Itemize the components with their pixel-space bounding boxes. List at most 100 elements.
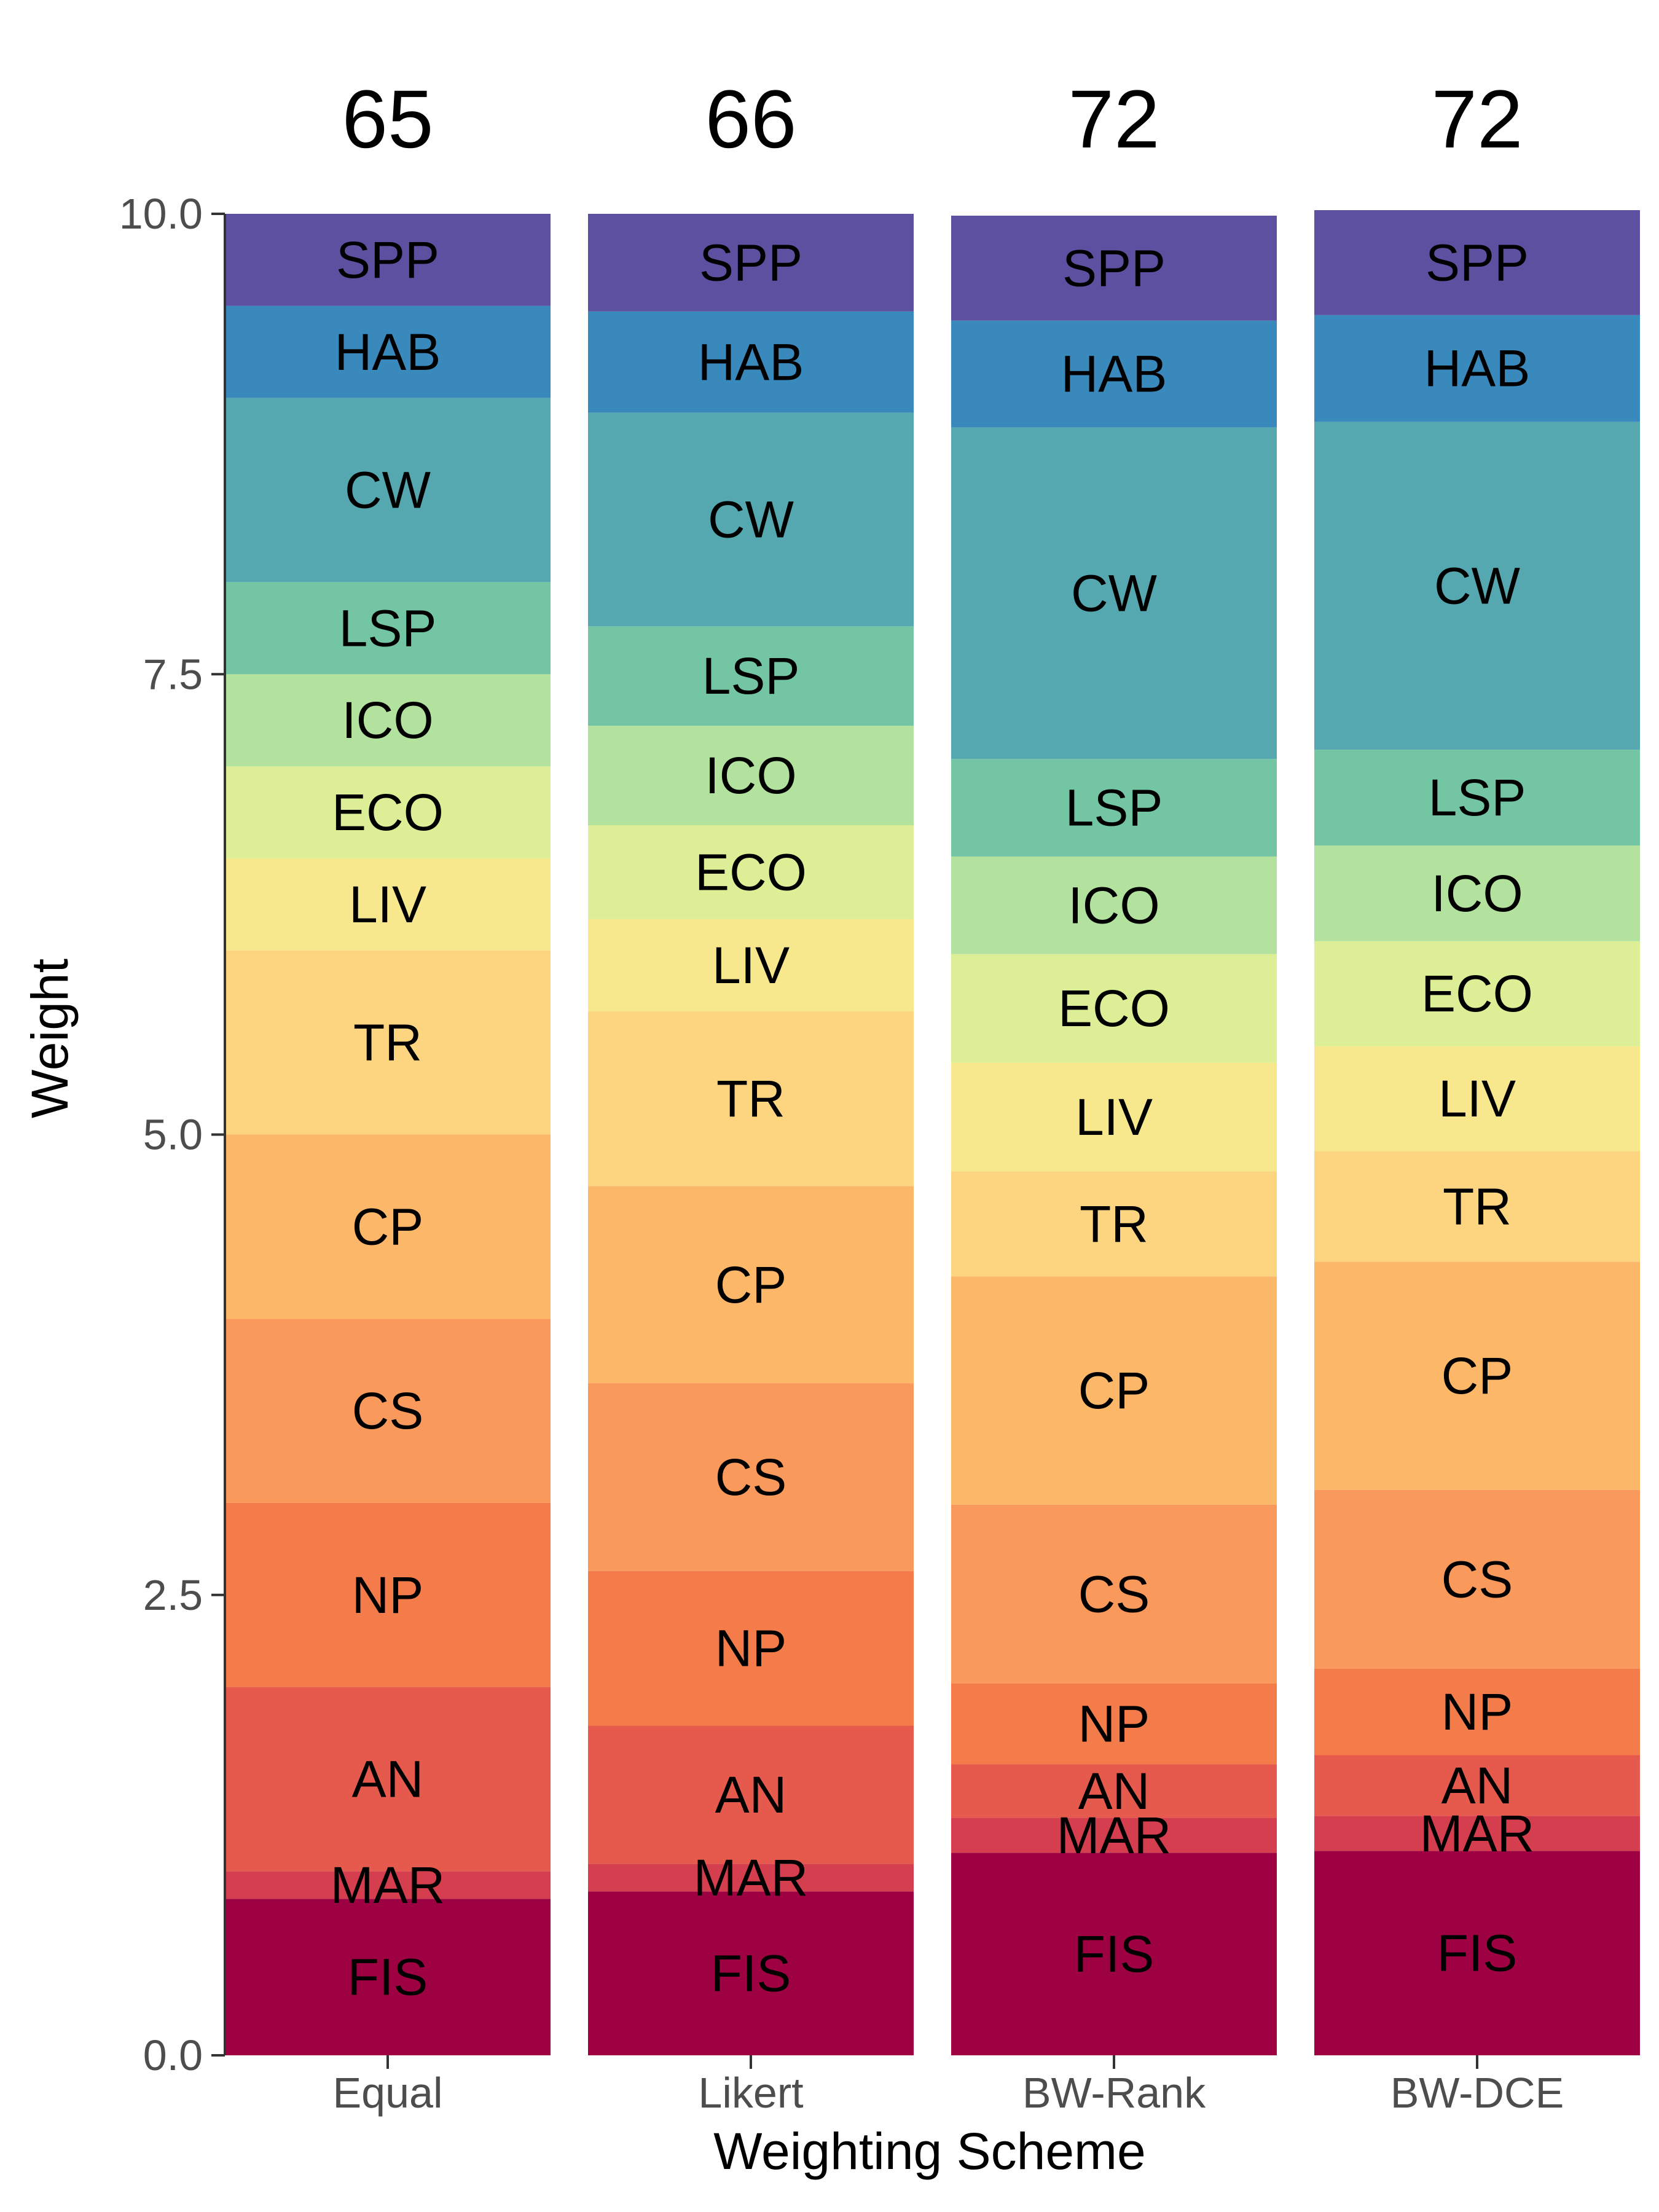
- x-tick-label-likert: Likert: [698, 2069, 803, 2117]
- bar-likert-fis: [588, 1891, 914, 2055]
- bar-equal-mar: [225, 1871, 551, 1899]
- segment-label-equal-spp: SPP: [336, 231, 439, 289]
- segment-label-bw-rank-ico: ICO: [1068, 876, 1159, 934]
- segment-label-bw-dce-lsp: LSP: [1429, 769, 1526, 826]
- bar-likert-mar: [588, 1864, 914, 1892]
- segment-label-bw-dce-eco: ECO: [1421, 965, 1533, 1022]
- segment-label-bw-rank-lsp: LSP: [1065, 779, 1163, 837]
- segment-label-bw-dce-cp: CP: [1441, 1347, 1513, 1405]
- bar-bw-rank-spp: [951, 215, 1277, 321]
- bar-likert-cp: [588, 1186, 914, 1384]
- score-bw-rank: 72: [1068, 74, 1159, 165]
- segment-label-likert-fis: FIS: [711, 1945, 791, 2002]
- segment-label-equal-hab: HAB: [335, 323, 441, 381]
- bar-bw-rank-liv: [951, 1062, 1277, 1172]
- x-axis-title: Weighting Scheme: [713, 2122, 1146, 2180]
- y-tick-label-0: 0.0: [143, 2031, 203, 2079]
- bar-bw-rank-fis: [951, 1853, 1277, 2055]
- bar-bw-rank-cs: [951, 1504, 1277, 1684]
- score-equal: 65: [342, 74, 433, 165]
- segment-labels: FISMARANNPCSCPTRLIVECOICOLSPCWHABSPPFISM…: [331, 231, 1535, 2006]
- x-axis: Equal Likert BW-Rank BW-DCE: [332, 2055, 1564, 2117]
- segment-label-bw-rank-cp: CP: [1078, 1362, 1150, 1419]
- bar-equal-cs: [225, 1319, 551, 1503]
- segment-label-bw-rank-mar: MAR: [1057, 1806, 1172, 1864]
- bar-bw-dce-liv: [1314, 1046, 1640, 1151]
- segment-label-bw-dce-hab: HAB: [1424, 340, 1531, 398]
- bar-equal-eco: [225, 766, 551, 858]
- bar-bw-rank-cw: [951, 427, 1277, 759]
- segment-label-likert-cs: CS: [715, 1448, 787, 1506]
- y-tick-label-3: 7.5: [143, 650, 203, 698]
- bar-bw-rank-tr: [951, 1171, 1277, 1277]
- segment-label-equal-tr: TR: [353, 1014, 422, 1072]
- segment-label-bw-rank-hab: HAB: [1061, 345, 1167, 403]
- bar-bw-rank-hab: [951, 320, 1277, 428]
- score-bw-dce: 72: [1431, 74, 1523, 165]
- segment-label-equal-cp: CP: [352, 1198, 424, 1255]
- segment-label-equal-mar: MAR: [331, 1856, 445, 1914]
- bar-bw-rank-cp: [951, 1276, 1277, 1505]
- bar-likert-tr: [588, 1011, 914, 1186]
- x-tick-label-bw-rank: BW-Rank: [1022, 2069, 1206, 2117]
- segment-label-likert-ico: ICO: [705, 747, 796, 804]
- segment-label-equal-ico: ICO: [342, 691, 433, 749]
- bar-bw-dce-cs: [1314, 1489, 1640, 1669]
- segment-label-equal-np: NP: [352, 1566, 424, 1624]
- segment-label-likert-eco: ECO: [695, 843, 807, 901]
- bar-equal-cw: [225, 398, 551, 582]
- segment-label-bw-dce-ico: ICO: [1431, 865, 1523, 922]
- bar-likert-an: [588, 1725, 914, 1864]
- bar-likert-ico: [588, 726, 914, 826]
- segment-label-bw-rank-spp: SPP: [1062, 239, 1166, 297]
- bar-bw-rank-np: [951, 1683, 1277, 1765]
- bar-bw-rank-ico: [951, 856, 1277, 954]
- y-axis: 0.0 2.5 5.0 7.5 10.0: [119, 190, 226, 2079]
- bar-bw-dce-mar: [1314, 1816, 1640, 1851]
- segment-label-bw-dce-mar: MAR: [1420, 1805, 1535, 1862]
- bar-bw-rank-lsp: [951, 759, 1277, 857]
- panel-scores: 65 66 72 72: [342, 74, 1523, 165]
- bar-bw-rank-an: [951, 1764, 1277, 1818]
- segment-label-bw-dce-np: NP: [1441, 1683, 1513, 1741]
- x-tick-label-equal: Equal: [332, 2069, 442, 2117]
- bar-bw-dce-ico: [1314, 845, 1640, 941]
- segment-label-likert-np: NP: [715, 1620, 787, 1677]
- bar-equal-fis: [225, 1899, 551, 2055]
- bar-bw-dce-cw: [1314, 422, 1640, 750]
- bar-bw-dce-eco: [1314, 941, 1640, 1046]
- segment-label-equal-cw: CW: [345, 461, 431, 519]
- segment-label-likert-tr: TR: [716, 1070, 785, 1128]
- segment-label-bw-rank-an: AN: [1078, 1762, 1150, 1820]
- score-likert: 66: [705, 74, 796, 165]
- segment-label-likert-hab: HAB: [698, 333, 804, 391]
- segment-label-equal-cs: CS: [352, 1382, 424, 1440]
- bar-bw-dce-hab: [1314, 315, 1640, 422]
- bar-segments: [225, 210, 1640, 2055]
- bar-equal-spp: [225, 214, 551, 306]
- bar-equal-hab: [225, 305, 551, 398]
- segment-label-bw-dce-liv: LIV: [1438, 1070, 1516, 1128]
- bar-equal-an: [225, 1687, 551, 1872]
- bar-bw-rank-mar: [951, 1818, 1277, 1853]
- segment-label-equal-fis: FIS: [348, 1948, 428, 2006]
- y-tick-label-4: 10.0: [119, 190, 203, 238]
- bar-likert-cs: [588, 1383, 914, 1571]
- bar-likert-eco: [588, 825, 914, 919]
- bar-bw-dce-cp: [1314, 1261, 1640, 1490]
- segment-label-likert-liv: LIV: [712, 936, 790, 994]
- segment-label-likert-spp: SPP: [699, 233, 802, 291]
- segment-label-equal-an: AN: [352, 1750, 424, 1808]
- segment-label-bw-rank-liv: LIV: [1075, 1088, 1153, 1146]
- bar-equal-cp: [225, 1134, 551, 1319]
- segment-label-bw-dce-cw: CW: [1434, 557, 1520, 614]
- x-tick-label-bw-dce: BW-DCE: [1390, 2069, 1564, 2117]
- bar-likert-hab: [588, 311, 914, 413]
- bar-bw-dce-an: [1314, 1755, 1640, 1816]
- segment-label-bw-rank-fis: FIS: [1074, 1925, 1155, 1983]
- y-tick-label-1: 2.5: [143, 1571, 203, 1619]
- bar-likert-cw: [588, 412, 914, 627]
- segment-label-likert-mar: MAR: [694, 1849, 809, 1907]
- segment-label-equal-eco: ECO: [332, 783, 444, 841]
- bar-likert-liv: [588, 919, 914, 1011]
